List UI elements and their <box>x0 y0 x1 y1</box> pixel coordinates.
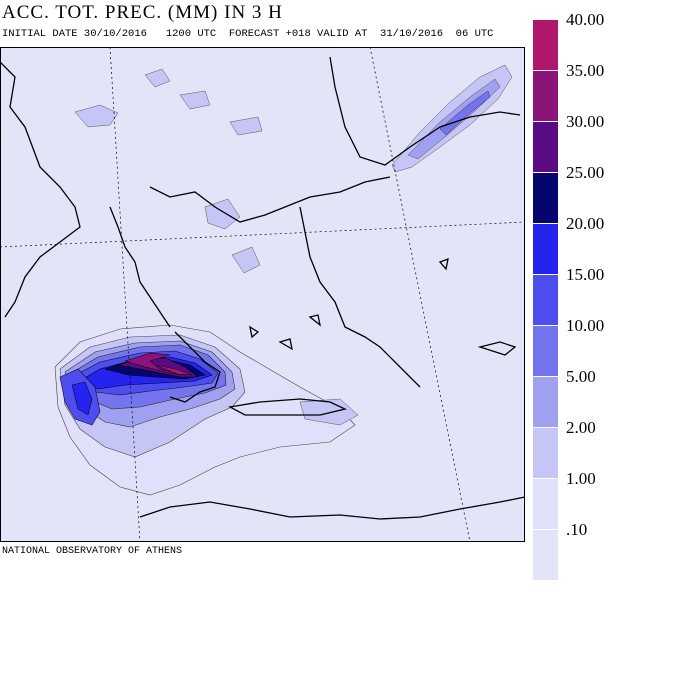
precip-lobe-west-core <box>71 381 93 416</box>
coastline-cyprus <box>477 341 517 356</box>
precip-system-southwest-35mm <box>124 352 186 376</box>
grid-lines <box>0 47 526 542</box>
legend-label: 15.00 <box>566 265 605 284</box>
color-legend <box>533 20 558 581</box>
legend-swatch <box>533 377 558 428</box>
legend-swatch <box>533 326 558 377</box>
legend-swatch <box>533 479 558 530</box>
precipitation-fields <box>54 64 513 496</box>
forecast-info: INITIAL DATE 30/10/2016 1200 UTC FORECAS… <box>2 28 494 40</box>
legend-label: .10 <box>566 520 588 539</box>
legend-swatch <box>533 71 558 122</box>
meridian-east <box>369 47 471 542</box>
coastlines <box>0 56 526 520</box>
precipitation-map <box>0 47 526 542</box>
legend-label: 2.00 <box>566 418 596 437</box>
legend-label: 1.00 <box>566 469 596 488</box>
coastline-italy <box>0 61 81 318</box>
map-title: ACC. TOT. PREC. (MM) IN 3 H <box>2 2 283 23</box>
legend-swatch <box>533 20 558 71</box>
precip-patch-2 <box>144 68 171 88</box>
legend-label: 40.00 <box>566 10 605 29</box>
precip-patch-6 <box>231 246 261 274</box>
coastline-islands-1 <box>249 325 260 339</box>
legend-swatch <box>533 224 558 275</box>
coastline-greece-north <box>149 176 391 223</box>
coastline-crete <box>228 398 347 416</box>
legend-swatch <box>533 275 558 326</box>
legend-swatch <box>533 122 558 173</box>
coastline-turkey-north <box>329 56 521 166</box>
coastline-albania-greece-west <box>109 206 171 328</box>
credit-text: NATIONAL OBSERVATORY OF ATHENS <box>2 546 183 557</box>
legend-swatch <box>533 428 558 479</box>
precip-system-southwest-40mm <box>154 364 193 376</box>
precip-band-northeast-max <box>439 90 491 136</box>
legend-label: 10.00 <box>566 316 605 335</box>
coastline-islands-3 <box>308 314 321 327</box>
legend-label: 5.00 <box>566 367 596 386</box>
coastline-islands-4 <box>438 257 449 271</box>
legend-label: 25.00 <box>566 163 605 182</box>
coastline-africa <box>139 496 526 520</box>
legend-label: 30.00 <box>566 112 605 131</box>
coastline-peloponnese <box>169 331 221 403</box>
precip-patch-1 <box>74 104 119 128</box>
legend-label: 35.00 <box>566 61 605 80</box>
map-frame <box>0 47 525 542</box>
legend-label: 20.00 <box>566 214 605 233</box>
precip-patch-3 <box>229 116 263 136</box>
legend-swatch <box>533 530 558 581</box>
coastline-islands-2 <box>278 338 293 351</box>
coastline-turkey-west <box>299 206 421 388</box>
legend-swatch <box>533 173 558 224</box>
precip-patch-4 <box>179 90 211 110</box>
precip-patch-7 <box>299 398 359 426</box>
